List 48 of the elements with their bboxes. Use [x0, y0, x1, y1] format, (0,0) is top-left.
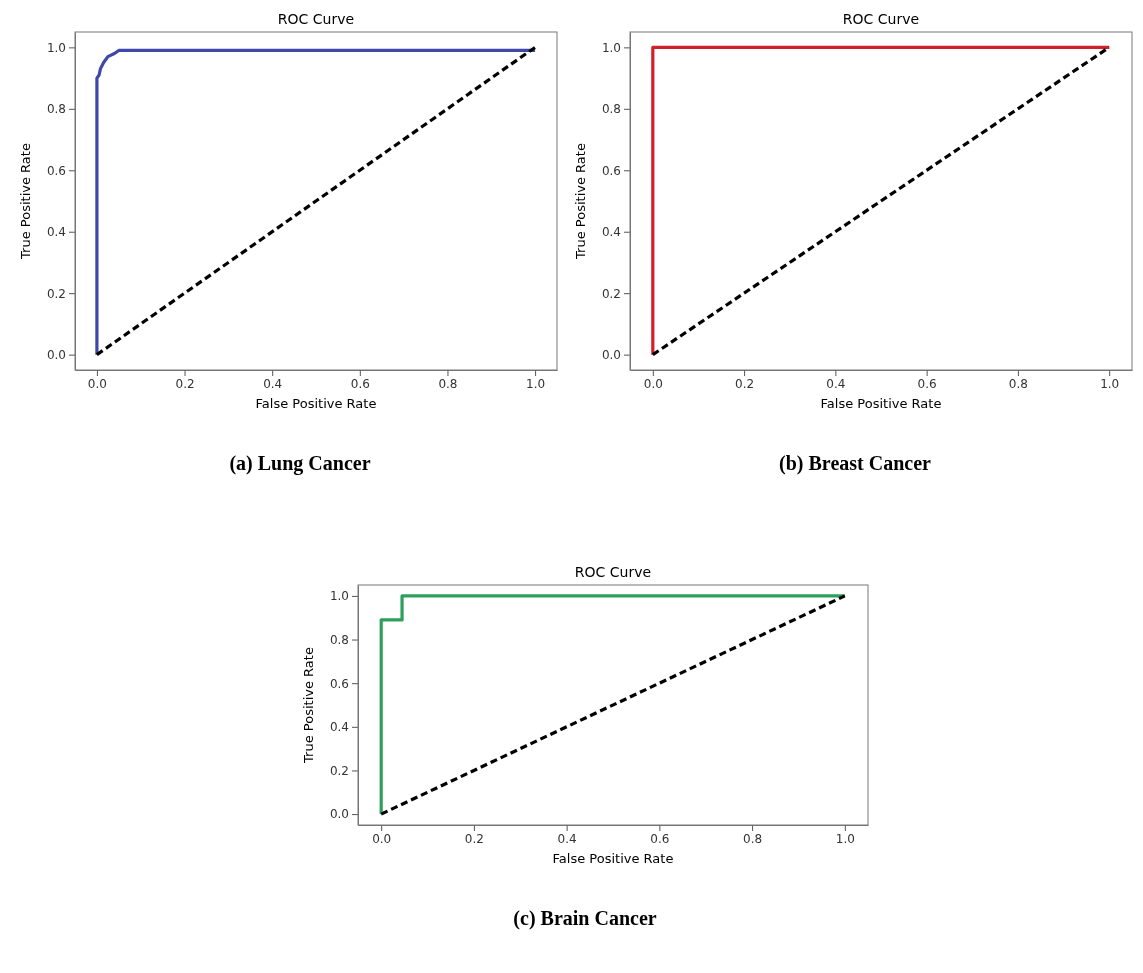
x-tick-label: 0.8 — [438, 376, 458, 391]
x-tick-label: 0.2 — [175, 376, 195, 391]
x-tick-label: 0.0 — [87, 376, 107, 391]
y-axis-title: True Positive Rate — [301, 647, 316, 764]
text: (b) Breast Cancer — [779, 452, 932, 475]
y-tick-label: 1.0 — [329, 589, 349, 604]
chart-title: ROC Curve — [277, 11, 355, 27]
text: (a) Lung Cancer — [229, 452, 371, 475]
y-tick-label: 0.2 — [601, 286, 621, 301]
y-tick-label: 0.6 — [46, 163, 66, 178]
y-tick-label: 0.0 — [329, 807, 349, 822]
y-tick-label: 0.4 — [46, 225, 66, 240]
x-tick-label: 1.0 — [526, 376, 546, 391]
y-tick-label: 0.0 — [46, 347, 66, 362]
x-tick-label: 0.8 — [743, 831, 763, 846]
x-tick-label: 0.2 — [464, 831, 484, 846]
y-tick-label: 0.2 — [329, 763, 349, 778]
text: (c) Brain Cancer — [513, 907, 657, 930]
x-tick-label: 0.4 — [557, 831, 577, 846]
x-tick-label: 0.6 — [650, 831, 670, 846]
x-tick-label: 0.0 — [643, 376, 663, 391]
chart-title: ROC Curve — [574, 564, 652, 580]
y-tick-label: 1.0 — [601, 40, 621, 55]
x-tick-label: 0.4 — [263, 376, 283, 391]
chart-title: ROC Curve — [842, 11, 920, 27]
y-axis-title: True Positive Rate — [18, 143, 33, 260]
y-tick-label: 0.2 — [46, 286, 66, 301]
y-tick-label: 0.6 — [329, 676, 349, 691]
y-tick-label: 0.0 — [601, 347, 621, 362]
x-axis-title: False Positive Rate — [255, 396, 377, 411]
x-axis-title: False Positive Rate — [820, 396, 942, 411]
y-tick-label: 0.4 — [329, 720, 349, 735]
y-tick-label: 0.4 — [601, 225, 621, 240]
y-tick-label: 0.8 — [46, 102, 66, 117]
x-tick-label: 1.0 — [835, 831, 855, 846]
y-tick-label: 0.8 — [329, 632, 349, 647]
x-tick-label: 0.6 — [350, 376, 370, 391]
y-axis-title: True Positive Rate — [573, 143, 588, 260]
x-axis-title: False Positive Rate — [552, 851, 674, 866]
x-tick-label: 0.8 — [1008, 376, 1028, 391]
y-tick-label: 0.8 — [601, 102, 621, 117]
x-tick-label: 0.6 — [917, 376, 937, 391]
x-tick-label: 0.2 — [735, 376, 755, 391]
x-tick-label: 1.0 — [1100, 376, 1120, 391]
y-tick-label: 0.6 — [601, 163, 621, 178]
x-tick-label: 0.0 — [372, 831, 392, 846]
y-tick-label: 1.0 — [46, 40, 66, 55]
x-tick-label: 0.4 — [826, 376, 846, 391]
